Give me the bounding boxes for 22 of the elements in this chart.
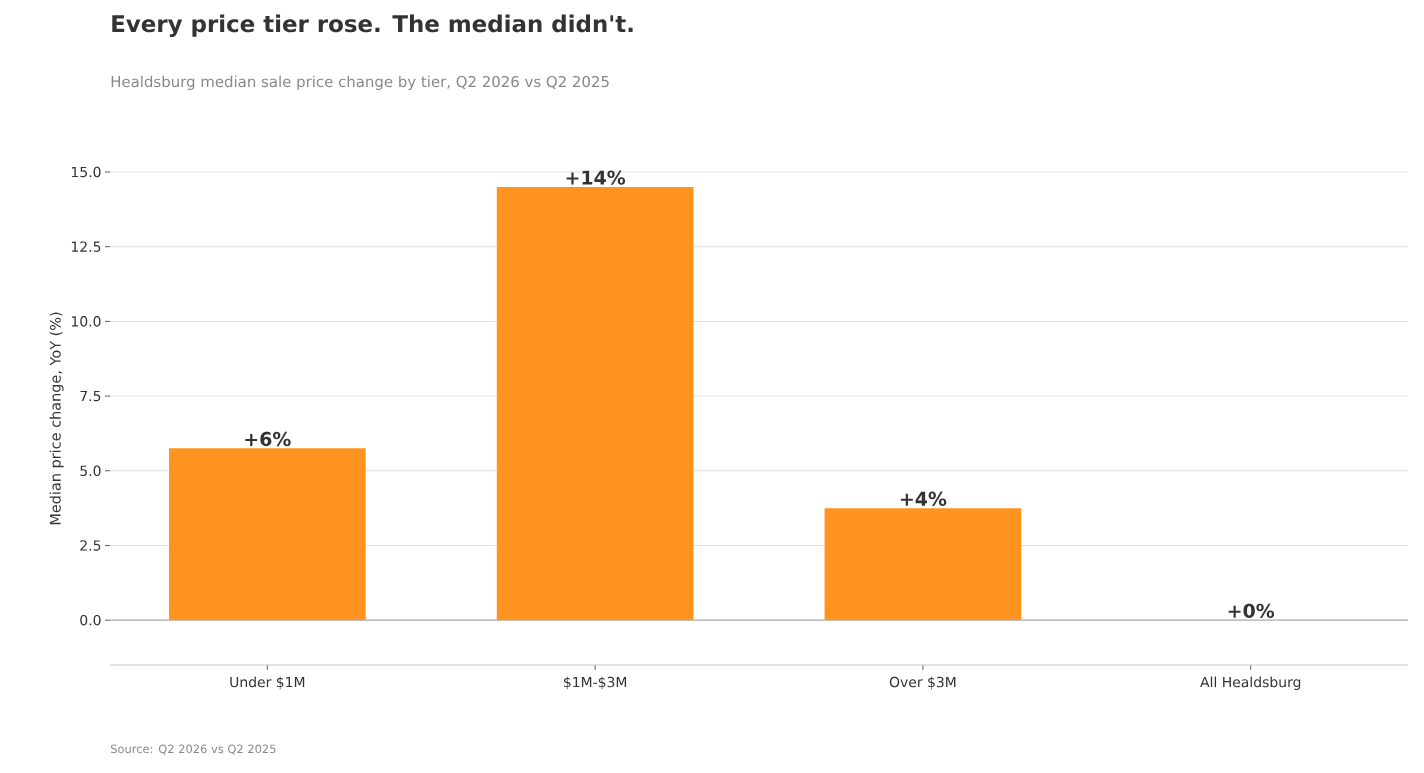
x-tick-label: Under $1M (230, 676, 305, 690)
y-tick-label: 2.5 (80, 540, 101, 551)
bar (824, 508, 1022, 621)
x-tick-label: All Healdsburg (1200, 676, 1301, 691)
y-tick-label: 12.5 (71, 241, 101, 252)
y-tick-label: 5.0 (80, 465, 101, 477)
data-label: +4% (900, 491, 947, 506)
chart-title: Every price tier rose. The median didn't. (112, 14, 633, 37)
y-tick-label: 10.0 (71, 316, 101, 327)
y-tick-label: 15.0 (71, 166, 101, 178)
bar (496, 186, 694, 621)
data-label: +14% (566, 170, 626, 185)
source-note: Source: Q2 2026 vs Q2 2025 (110, 744, 276, 755)
chart-subtitle: Healdsburg median sale price change by tier, Q2 2026 vs Q2 2025 (111, 75, 609, 91)
x-tick-label: $1M-$3M (563, 676, 627, 690)
y-tick-label: 0.0 (80, 614, 101, 626)
bar (169, 448, 366, 621)
data-label: +6% (245, 431, 291, 447)
y-tick-label: 7.5 (80, 390, 101, 402)
data-label: +0% (1228, 603, 1275, 618)
x-tick-label: Over $3M (889, 676, 956, 690)
y-axis-title: Median price change, YoY (%) (49, 312, 64, 525)
